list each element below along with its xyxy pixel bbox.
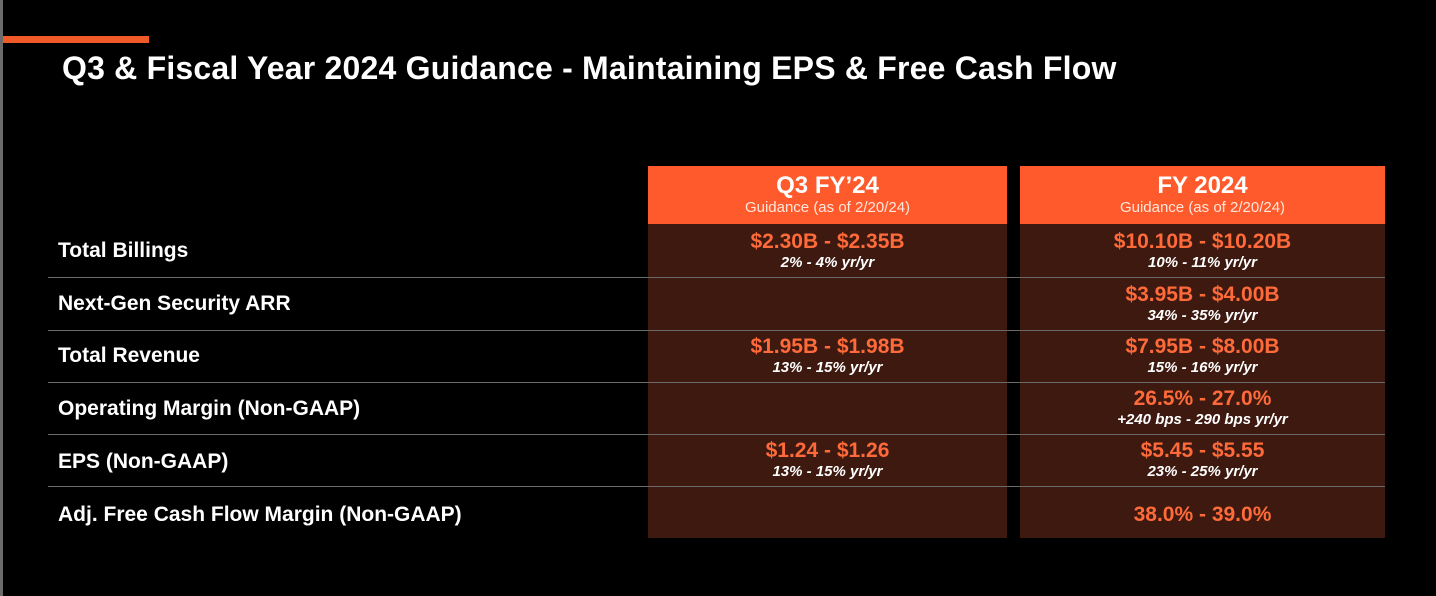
slide-title: Q3 & Fiscal Year 2024 Guidance - Maintai…: [62, 50, 1117, 86]
row-divider: [48, 277, 1385, 278]
cell-q3-eps: $1.24 - $1.26 13% - 15% yr/yr: [648, 439, 1007, 481]
cell-value: $7.95B - $8.00B: [1125, 335, 1280, 358]
column-header-sublabel: Guidance (as of 2/20/24): [1119, 199, 1286, 216]
column-body-fy: [1020, 224, 1385, 538]
column-body-q3: [648, 224, 1007, 538]
cell-value: $1.95B - $1.98B: [750, 335, 905, 358]
cell-value: 38.0% - 39.0%: [1133, 503, 1272, 526]
row-divider: [48, 330, 1385, 331]
row-label-next-gen-security-arr: Next-Gen Security ARR: [58, 292, 291, 315]
cell-growth: 23% - 25% yr/yr: [1147, 463, 1258, 480]
cell-fy-next-gen-security-arr: $3.95B - $4.00B 34% - 35% yr/yr: [1020, 283, 1385, 325]
cell-growth: 13% - 15% yr/yr: [772, 463, 883, 480]
row-divider: [48, 382, 1385, 383]
cell-value: $1.24 - $1.26: [765, 439, 890, 462]
cell-value: 26.5% - 27.0%: [1133, 387, 1272, 410]
cell-growth: 10% - 11% yr/yr: [1148, 254, 1257, 271]
cell-value: $5.45 - $5.55: [1140, 439, 1265, 462]
row-label-adj-free-cash-flow-margin: Adj. Free Cash Flow Margin (Non-GAAP): [58, 503, 462, 526]
column-header-sublabel: Guidance (as of 2/20/24): [744, 199, 911, 216]
cell-value: $2.30B - $2.35B: [750, 230, 905, 253]
cell-growth: 15% - 16% yr/yr: [1147, 359, 1258, 376]
cell-growth: 13% - 15% yr/yr: [772, 359, 883, 376]
cell-growth: +240 bps - 290 bps yr/yr: [1117, 411, 1288, 428]
cell-value: $10.10B - $10.20B: [1113, 230, 1292, 253]
cell-fy-total-revenue: $7.95B - $8.00B 15% - 16% yr/yr: [1020, 335, 1385, 377]
column-header-label: FY 2024: [1157, 172, 1248, 199]
cell-fy-adj-free-cash-flow-margin: 38.0% - 39.0%: [1020, 503, 1385, 527]
column-header-q3: Q3 FY’24 Guidance (as of 2/20/24): [648, 166, 1007, 224]
cell-q3-total-billings: $2.30B - $2.35B 2% - 4% yr/yr: [648, 230, 1007, 272]
accent-bar: [3, 36, 149, 43]
column-header-label: Q3 FY’24: [776, 172, 879, 199]
cell-value: $3.95B - $4.00B: [1125, 283, 1280, 306]
cell-growth: 34% - 35% yr/yr: [1147, 307, 1258, 324]
row-label-operating-margin: Operating Margin (Non-GAAP): [58, 397, 361, 420]
cell-growth: 2% - 4% yr/yr: [780, 254, 875, 271]
row-label-total-billings: Total Billings: [58, 239, 189, 262]
row-label-total-revenue: Total Revenue: [58, 344, 200, 367]
left-edge-divider: [0, 0, 3, 596]
cell-fy-operating-margin: 26.5% - 27.0% +240 bps - 290 bps yr/yr: [1020, 387, 1385, 429]
cell-fy-eps: $5.45 - $5.55 23% - 25% yr/yr: [1020, 439, 1385, 481]
column-header-fy: FY 2024 Guidance (as of 2/20/24): [1020, 166, 1385, 224]
row-label-eps: EPS (Non-GAAP): [58, 450, 229, 473]
cell-q3-total-revenue: $1.95B - $1.98B 13% - 15% yr/yr: [648, 335, 1007, 377]
row-divider: [48, 486, 1385, 487]
row-divider: [48, 434, 1385, 435]
cell-fy-total-billings: $10.10B - $10.20B 10% - 11% yr/yr: [1020, 230, 1385, 272]
